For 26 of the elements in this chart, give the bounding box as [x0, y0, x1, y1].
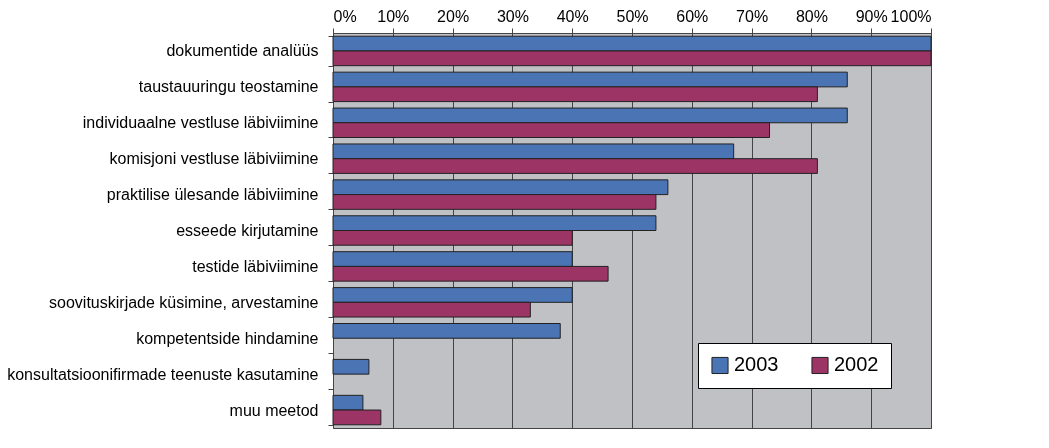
bar [332, 323, 561, 339]
x-tick-label: 50% [616, 7, 649, 25]
x-tick-label: 10% [377, 7, 410, 25]
y-tick-label: taustauuringu teostamine [138, 78, 319, 96]
y-tick-label: testide läbiviimine [192, 257, 319, 275]
y-tick-label: individuaalne vestluse läbiviimine [82, 114, 319, 132]
x-tick-label: 90% [855, 7, 888, 25]
x-tick-label: 60% [676, 7, 709, 25]
x-tick-label: 70% [736, 7, 769, 25]
legend-label: 2003 [734, 353, 779, 376]
x-tick-label: 80% [795, 7, 828, 25]
x-tick-label: 0% [333, 7, 357, 25]
x-tick-label: 100% [890, 7, 932, 25]
bar [332, 358, 370, 375]
y-tick-label: praktilise ülesande läbiviimine [106, 186, 319, 204]
y-tick-label: dokumentide analüüs [166, 42, 319, 60]
y-tick-label: konsultatsioonifirmade teenuste kasutamine [7, 365, 319, 383]
y-tick-label: komisjoni vestluse läbiviimine [109, 150, 319, 168]
legend-label: 2002 [834, 353, 879, 376]
y-tick-label: soovituskirjade küsimine, arvestamine [49, 293, 319, 311]
y-tick-label: muu meetod [229, 401, 319, 419]
x-tick-label: 30% [496, 7, 529, 25]
x-tick-label: 20% [437, 7, 470, 25]
y-tick-label: kompetentside hindamine [136, 329, 319, 347]
x-tick-label: 40% [556, 7, 589, 25]
y-tick-label: esseede kirjutamine [176, 222, 319, 239]
